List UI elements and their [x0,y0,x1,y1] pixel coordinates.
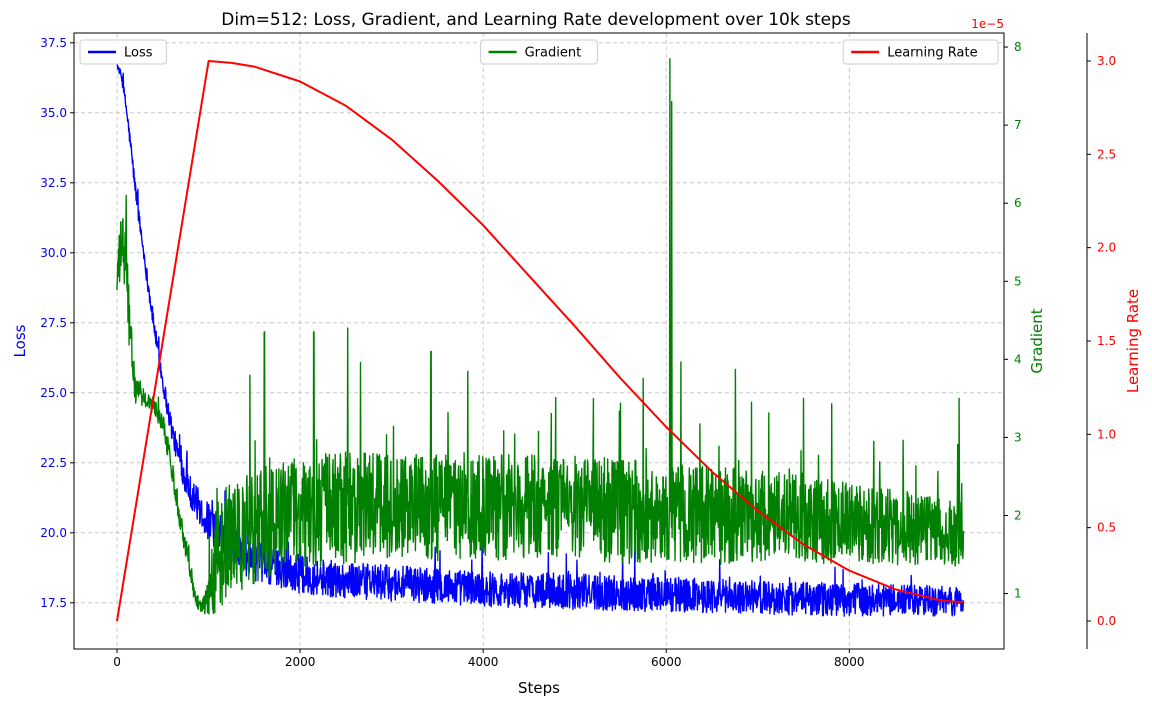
gradient-tick-label: 3 [1014,430,1022,444]
legend-box [79,39,167,65]
gradient-tick-label: 7 [1014,118,1022,132]
gradient-series-line [116,58,965,615]
lr-tick-label: 3.0 [1097,54,1116,68]
loss-tick-label: 17.5 [40,596,67,610]
x-tick-label: 4000 [468,655,499,669]
gradient-axis-label: Gradient [1028,308,1046,373]
legend-label: Gradient [525,46,582,61]
chart-title: Dim=512: Loss, Gradient, and Learning Ra… [221,10,851,30]
loss-tick-label: 20.0 [40,526,67,540]
x-tick-label: 8000 [834,655,865,669]
loss-tick-label: 22.5 [40,456,67,470]
gradient-tick-label: 6 [1014,196,1022,210]
gradient-tick-label: 5 [1014,274,1022,288]
loss-tick-label: 35.0 [40,106,67,120]
x-tick-label: 0 [113,655,121,669]
lr-tick-label: 1.0 [1097,427,1116,441]
lr-tick-label: 2.0 [1097,241,1116,255]
lr-axis-label: Learning Rate [1124,289,1142,393]
ticks: 0 2000 4000 6000 800017.520.022.525.027.530.… [40,36,1116,669]
loss-legend: Loss [79,39,167,65]
gradient-tick-label: 4 [1014,352,1022,366]
legend-box [842,39,999,65]
lr-tick-label: 1.5 [1097,334,1116,348]
plot-series [116,58,965,622]
gradient-tick-label: 2 [1014,508,1022,522]
learning-rate-series-line [116,60,964,622]
x-tick-label: 2000 [285,655,316,669]
x-tick-label: 6000 [651,655,682,669]
plot-frame [73,32,1005,650]
legend-label: Learning Rate [887,46,977,61]
loss-axis-label: Loss [11,324,29,357]
legend-box [480,39,598,65]
lr-tick-label: 0.5 [1097,521,1116,535]
lr-offset-text: 1e−5 [971,17,1004,31]
loss-tick-label: 37.5 [40,36,67,50]
lr-tick-label: 2.5 [1097,147,1116,161]
legends: Loss Gradient Learning Rate [79,39,999,65]
gradient-tick-label: 1 [1014,587,1022,601]
x-axis-label: Steps [518,679,560,697]
learning-rate-legend: Learning Rate [842,39,999,65]
gradient-legend: Gradient [480,39,598,65]
loss-tick-label: 27.5 [40,316,67,330]
loss-tick-label: 32.5 [40,176,67,190]
lr-tick-label: 0.0 [1097,614,1116,628]
gradient-tick-label: 8 [1014,40,1022,54]
loss-tick-label: 25.0 [40,386,67,400]
legend-label: Loss [124,46,153,61]
loss-tick-label: 30.0 [40,246,67,260]
